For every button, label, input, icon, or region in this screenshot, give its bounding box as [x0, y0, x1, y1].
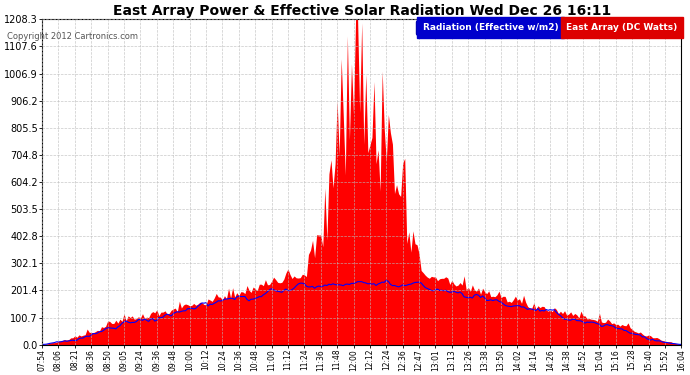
Legend: Radiation (Effective w/m2), East Array (DC Watts): Radiation (Effective w/m2), East Array (…	[416, 20, 680, 34]
Text: Copyright 2012 Cartronics.com: Copyright 2012 Cartronics.com	[7, 32, 138, 41]
Title: East Array Power & Effective Solar Radiation Wed Dec 26 16:11: East Array Power & Effective Solar Radia…	[112, 4, 611, 18]
